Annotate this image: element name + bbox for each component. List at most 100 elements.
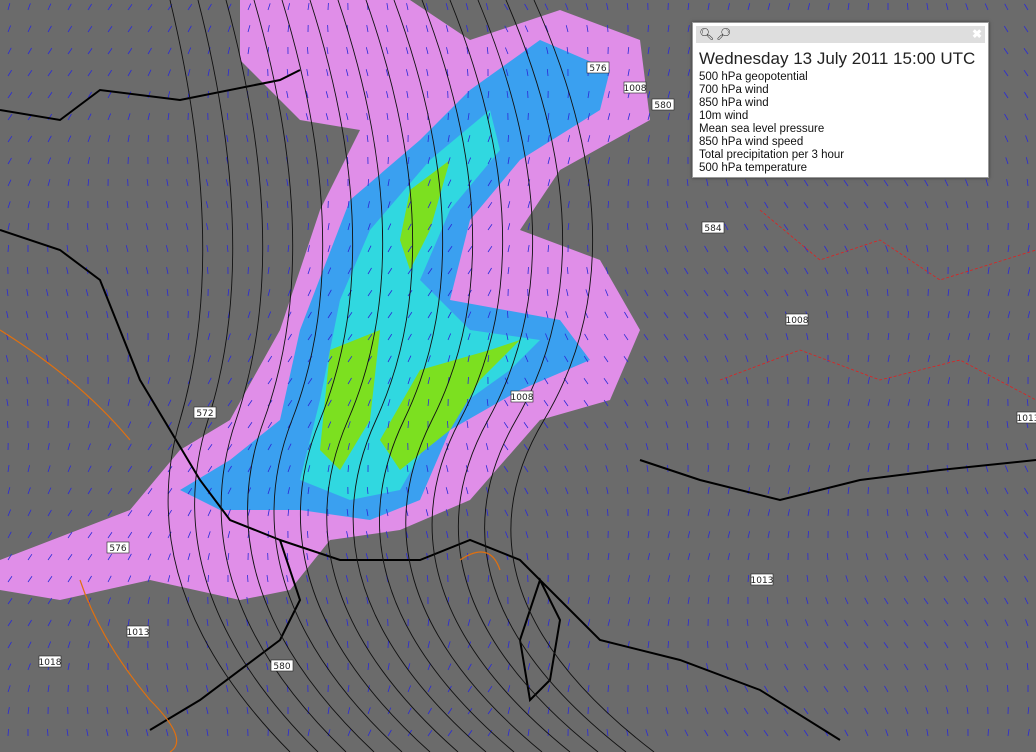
wind-arrow bbox=[427, 289, 433, 297]
wind-arrow bbox=[803, 729, 809, 737]
wind-arrow bbox=[467, 663, 472, 671]
wind-arrow bbox=[345, 597, 349, 605]
contour-line bbox=[299, 0, 431, 752]
wind-arrow bbox=[884, 575, 889, 583]
wind-arrow bbox=[487, 685, 493, 693]
wind-arrow bbox=[586, 25, 589, 33]
wind-arrow bbox=[686, 421, 689, 429]
wind-arrow bbox=[844, 619, 849, 627]
wind-arrow bbox=[307, 399, 313, 407]
wind-arrow bbox=[1027, 267, 1031, 275]
zoom-out-icon[interactable]: 🔎︎ bbox=[716, 27, 732, 41]
wind-arrow bbox=[167, 47, 172, 55]
wind-arrow bbox=[447, 311, 452, 319]
wind-arrow bbox=[946, 244, 949, 253]
wind-arrow bbox=[687, 553, 691, 561]
wind-arrow bbox=[685, 685, 689, 693]
wind-arrow bbox=[624, 289, 629, 297]
wind-arrow bbox=[607, 553, 610, 561]
wind-arrow bbox=[47, 47, 53, 55]
wind-arrow bbox=[965, 3, 969, 11]
wind-arrow bbox=[687, 69, 691, 77]
wind-arrow bbox=[487, 575, 490, 583]
wind-arrow bbox=[926, 487, 929, 495]
wind-arrow bbox=[126, 685, 129, 693]
wind-arrow bbox=[227, 333, 231, 341]
wind-arrow bbox=[705, 377, 709, 385]
wind-arrow bbox=[884, 597, 889, 605]
wind-arrow bbox=[565, 25, 569, 33]
wind-arrow bbox=[266, 201, 269, 209]
wind-arrow bbox=[307, 421, 312, 429]
wind-arrow bbox=[367, 333, 373, 341]
wind-arrow bbox=[867, 399, 871, 407]
contour-label: 1013 bbox=[127, 628, 150, 638]
wind-arrow bbox=[703, 333, 709, 341]
wind-arrow bbox=[664, 729, 669, 737]
wind-arrow bbox=[1003, 91, 1009, 99]
wind-arrow bbox=[367, 443, 370, 451]
wind-arrow bbox=[1004, 113, 1009, 121]
wind-arrow bbox=[487, 641, 492, 649]
wind-arrow bbox=[503, 487, 509, 495]
wind-arrow bbox=[507, 707, 511, 715]
close-icon[interactable]: ✖ bbox=[971, 27, 982, 41]
wind-arrow bbox=[326, 69, 329, 77]
wind-arrow bbox=[27, 135, 32, 143]
wind-arrow bbox=[564, 465, 569, 473]
wind-arrow bbox=[663, 312, 669, 319]
wind-arrow bbox=[447, 201, 452, 209]
wind-arrow bbox=[724, 333, 729, 341]
wind-arrow bbox=[607, 200, 610, 209]
wind-arrow bbox=[507, 641, 510, 649]
wind-arrow bbox=[524, 509, 529, 517]
wind-arrow bbox=[145, 223, 149, 231]
wind-arrow bbox=[627, 662, 630, 671]
zoom-in-icon[interactable]: 🔍︎ bbox=[699, 27, 715, 41]
wind-arrow bbox=[643, 377, 649, 385]
wind-arrow bbox=[45, 311, 49, 319]
wind-arrow bbox=[166, 640, 169, 649]
wind-arrow bbox=[825, 289, 829, 297]
wind-arrow bbox=[286, 179, 289, 187]
wind-arrow bbox=[504, 509, 509, 517]
wind-arrow bbox=[47, 685, 50, 693]
wind-arrow bbox=[67, 532, 73, 539]
wind-arrow bbox=[367, 377, 372, 385]
wind-arrow bbox=[147, 618, 150, 627]
wind-arrow bbox=[487, 91, 490, 99]
wind-arrow bbox=[165, 223, 169, 231]
wind-arrow bbox=[266, 597, 269, 605]
wind-arrow bbox=[207, 574, 209, 583]
wind-arrow bbox=[547, 728, 550, 737]
wind-arrow bbox=[627, 135, 631, 143]
wind-arrow bbox=[566, 266, 569, 275]
wind-arrow bbox=[686, 179, 689, 187]
wind-arrow bbox=[1005, 641, 1009, 649]
wind-arrow bbox=[647, 575, 651, 583]
wind-arrow bbox=[87, 157, 90, 165]
wind-arrow bbox=[447, 420, 449, 429]
wind-arrow bbox=[286, 91, 289, 99]
wind-arrow bbox=[407, 641, 410, 649]
wind-arrow bbox=[487, 729, 493, 737]
wind-arrow bbox=[667, 156, 669, 165]
legend-item: 500 hPa temperature bbox=[699, 162, 808, 174]
wind-arrow bbox=[984, 619, 989, 627]
wind-arrow bbox=[486, 46, 489, 55]
wind-arrow bbox=[126, 201, 129, 209]
wind-arrow bbox=[964, 509, 969, 517]
wind-arrow bbox=[67, 575, 73, 583]
wind-arrow bbox=[207, 377, 212, 385]
wind-arrow bbox=[367, 223, 371, 231]
wind-arrow bbox=[984, 509, 989, 517]
wind-arrow bbox=[667, 531, 670, 539]
legend-item: 10m wind bbox=[699, 110, 749, 122]
wind-arrow bbox=[1025, 443, 1029, 451]
wind-arrow bbox=[427, 641, 431, 649]
legend-item: 850 hPa wind speed bbox=[699, 136, 804, 148]
wind-arrow bbox=[27, 92, 33, 99]
wind-arrow bbox=[26, 377, 29, 385]
wind-arrow bbox=[566, 289, 569, 297]
contour-line bbox=[457, 0, 599, 752]
